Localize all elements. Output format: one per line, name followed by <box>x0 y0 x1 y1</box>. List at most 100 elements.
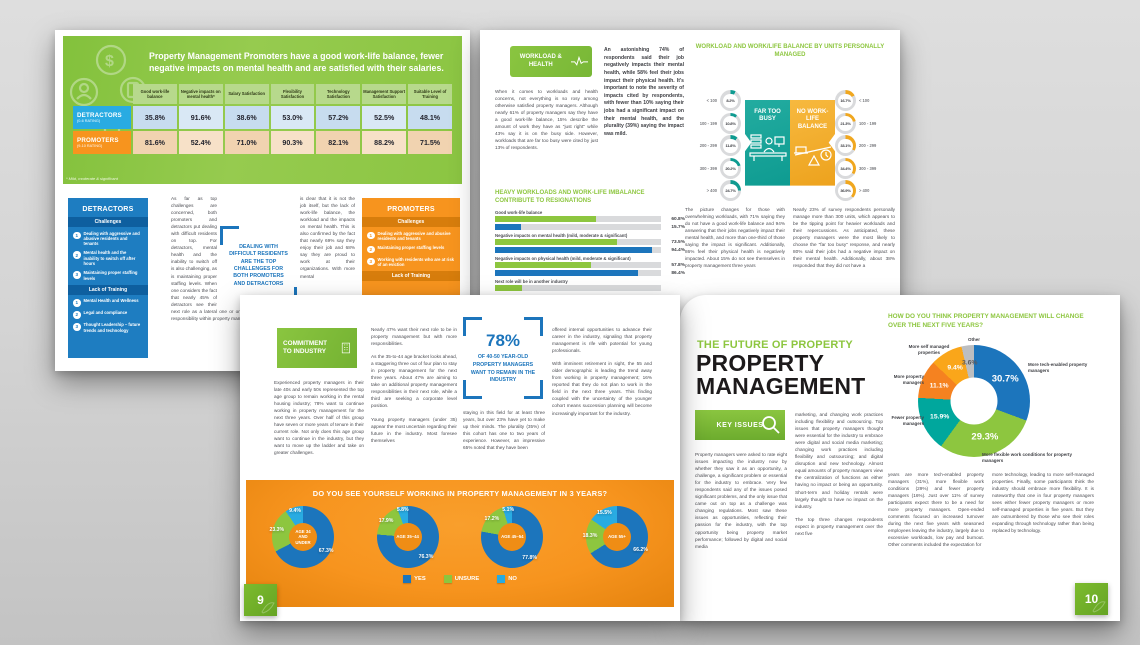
bar-line: 15.7% <box>495 224 685 231</box>
bracket-corner <box>524 317 543 336</box>
units-chart-title: WORKLOAD AND WORK/LIFE BALANCE BY UNITS … <box>695 44 885 58</box>
age-donut-center: AGE 55+ <box>602 523 631 551</box>
gauge-row: 100 - 199 10.8% <box>683 112 741 135</box>
column-header: Technology Satisfaction <box>316 84 361 104</box>
gauge-hole: 16.7% <box>838 93 853 109</box>
age-label: AGE 34 AND UNDER <box>295 529 311 545</box>
bar-track <box>495 285 661 292</box>
spread-workload: WORKLOAD & HEALTH When it comes to workl… <box>480 30 900 346</box>
gauge-hole: 10.8% <box>723 116 738 131</box>
section-kicker: THE FUTURE OF PROPERTY <box>697 339 853 351</box>
spread-satisfaction: $ Property Management Promoters have a g… <box>55 30 470 371</box>
dollar-glyph: $ <box>105 53 114 70</box>
list-item: Maintaining proper staffing levels <box>73 270 143 281</box>
satisfaction-header: $ Property Management Promoters have a g… <box>63 36 462 184</box>
bar-green <box>495 285 522 292</box>
units-range-label: 200 - 299 <box>859 143 877 149</box>
table-corner <box>73 84 131 104</box>
pull-quote-text: DEALING WITH DIFFICULT RESIDENTS ARE THE… <box>229 243 288 287</box>
title-line: PROPERTY <box>696 350 825 376</box>
paragraph: marketing, and changing work practices i… <box>795 412 883 509</box>
list-item-text: Maintaining proper staffing levels <box>83 270 138 281</box>
stat-callout-78: 78% OF 40-50 YEAR-OLD PROPERTY MANAGERS … <box>463 317 543 399</box>
busy-balance-ribbon: FAR TOO BUSY NO WORK-LIFE BALANCE <box>745 99 835 186</box>
gauge-value: 20.2% <box>725 165 736 171</box>
bar-blue <box>495 224 522 231</box>
no-balance-block: NO WORK-LIFE BALANCE <box>790 99 835 186</box>
no-balance-gauge: 36.9% <box>835 180 856 202</box>
building-icon <box>342 342 351 354</box>
body-column-2: is clear that it is not the job itself, … <box>269 195 355 306</box>
gauge-hole: 8.2% <box>723 93 738 109</box>
bar-group-label: Negative impacts on mental health (mild,… <box>495 232 628 238</box>
table-cell: 71.0% <box>224 131 269 154</box>
bar-value: 15.7% <box>671 224 685 230</box>
leaf-icon <box>1092 601 1106 613</box>
gauge-row: 200 - 299 11.8% <box>683 135 741 158</box>
bar-value: 94.4% <box>671 247 685 253</box>
table-cell: 90.3% <box>270 131 315 154</box>
no-balance-gauge: 21.3% <box>835 112 856 134</box>
bar-group-label: Good work-life balance <box>495 209 543 215</box>
bar-track <box>495 224 661 231</box>
resignations-bar-chart: HEAVY WORKLOADS AND WORK-LIFE IMBALANCE … <box>495 190 685 293</box>
table-header-row: Good work-life balance Negative impacts … <box>73 84 452 104</box>
panel-section-heading: Challenges <box>362 217 460 227</box>
table-cell: 88.2% <box>362 131 407 154</box>
stat-caption: OF 40-50 YEAR-OLD PROPERTY MANAGERS WANT… <box>470 354 536 384</box>
units-range-label: 300 - 399 <box>699 165 717 171</box>
row-sublabel: (9-10 RATING) <box>77 144 103 148</box>
gauge-hole: 24.7% <box>723 183 738 199</box>
list-item-text: Thought Leadership – future trends and t… <box>83 322 141 333</box>
table-row-promoters: PROMOTERS (9-10 RATING) 81.6% 52.4% 71.0… <box>73 131 452 154</box>
bar-line: 86.4% <box>495 270 685 277</box>
table-cell: 71.5% <box>408 131 452 154</box>
page-number-10: 10 <box>1075 583 1108 615</box>
stat-value: 78% <box>485 331 521 351</box>
donut-label-fewer-managers: Fewer property managers <box>891 415 924 427</box>
donut-label-flexible-work: More flexible work conditions for proper… <box>982 452 1073 464</box>
bar-group: Negative impacts on physical health (mil… <box>495 256 685 277</box>
spread-commitment: COMMITMENT TO INDUSTRY Experienced prope… <box>240 295 680 621</box>
list-item: Legal and compliance <box>73 310 143 319</box>
workload-intro: When it comes to workloads and health co… <box>495 89 598 151</box>
age-donut-center: AGE 45–54 <box>498 523 527 551</box>
badge-label: WORKLOAD & HEALTH <box>519 54 562 68</box>
gauge-value: 36.9% <box>840 188 851 194</box>
far-too-busy-gauge: 10.8% <box>720 112 741 134</box>
slice-value-label: 15.9% <box>930 413 950 421</box>
units-chart-body: < 100 8.2% 100 - 199 10.8% 200 - 299 11.… <box>683 62 897 212</box>
bar-value: 57.8% <box>671 262 685 268</box>
age-pie-section: DO YOU SEE YOURSELF WORKING IN PROPERTY … <box>246 480 674 607</box>
age-donut-45-54: AGE 45–54 77.8% 17.2% 5.1% <box>481 506 544 568</box>
commitment-column-2: Nearly 47% want their next role to be in… <box>371 326 457 450</box>
list-item: Mental health and the inability to switc… <box>73 250 143 266</box>
table-cell: 91.6% <box>178 106 223 129</box>
units-range-label: > 400 <box>706 188 717 194</box>
no-balance-gauges: 16.7% < 100 21.3% 100 - 199 33.1% 200 - … <box>835 90 897 203</box>
slice-value-label: 9.4% <box>289 508 302 515</box>
units-range-label: > 400 <box>859 188 870 194</box>
age-donut-center: AGE 35–44 <box>393 523 422 551</box>
no-balance-gauge: 34.4% <box>835 157 856 179</box>
table-cell: 53.0% <box>270 106 315 129</box>
age-donuts-row: AGE 34 AND UNDER 67.3% 23.3% 9.4% AGE 35–4… <box>246 498 674 568</box>
table-cell: 81.6% <box>133 131 177 154</box>
bracket-corner <box>220 226 239 245</box>
satisfaction-table: Good work-life balance Negative impacts … <box>73 84 452 156</box>
table-cell: 52.5% <box>362 106 407 129</box>
no-balance-gauge: 33.1% <box>835 135 856 157</box>
legend-item-unsure: UNSURE <box>443 575 479 583</box>
far-too-busy-gauge: 20.2% <box>720 157 741 179</box>
donut-hole <box>950 377 998 425</box>
age-label: AGE 35–44 <box>396 534 419 540</box>
donut-label-other: Other <box>967 337 980 342</box>
gauge-hole: 11.8% <box>723 138 738 154</box>
body-text: As far as top challenges are concerned, … <box>171 196 267 321</box>
bar-value: 73.5% <box>671 239 685 245</box>
row-label: DETRACTORS (0-6 RATING) <box>73 106 131 129</box>
age-donut-35-44: AGE 35–44 76.3% 17.9% 5.8% <box>376 506 439 568</box>
age-donut-center: AGE 34 AND UNDER <box>289 523 317 551</box>
units-range-label: 300 - 399 <box>859 165 877 171</box>
